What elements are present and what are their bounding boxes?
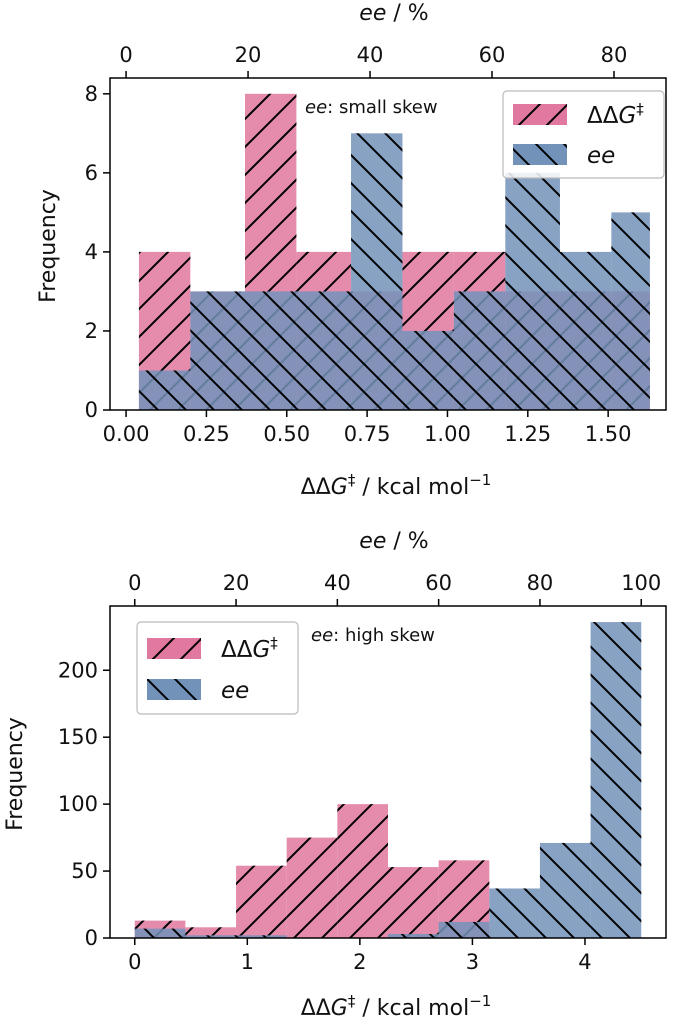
x-tick-label-1: 1 <box>241 950 254 974</box>
top-x-axis-label: ee / % <box>359 529 428 554</box>
top-tick-label-3: 60 <box>425 571 452 595</box>
y-tick-label-1: 50 <box>71 859 98 883</box>
legend-label-ee: ee <box>587 143 615 169</box>
top-tick-label-2: 40 <box>357 43 384 67</box>
top-tick-label-0: 0 <box>128 571 141 595</box>
skew-annotation: ee: small skew <box>305 97 438 118</box>
y-tick-label-2: 4 <box>85 240 98 264</box>
skew-annotation: ee: high skew <box>311 625 435 646</box>
y-tick-label-3: 150 <box>58 725 98 749</box>
legend-swatch-ee-hatch <box>147 679 201 700</box>
legend-label-ee: ee <box>221 678 249 704</box>
bar-hatch-series-0-bin-1 <box>185 927 237 938</box>
legend-label-ddg: ΔΔG‡ <box>221 634 278 663</box>
y-tick-label-0: 0 <box>85 398 98 422</box>
top-tick-label-2: 40 <box>324 571 351 595</box>
top-tick-label-4: 80 <box>527 571 554 595</box>
x-tick-label-3: 0.75 <box>344 422 391 446</box>
top-tick-label-0: 0 <box>119 43 132 67</box>
bar-hatch-series-1-bin-0 <box>134 928 186 938</box>
y-tick-label-3: 6 <box>85 161 98 185</box>
legend: ΔΔG‡ ee <box>136 621 299 715</box>
bar-hatch-series-1-bin-2 <box>236 935 287 938</box>
bar-hatch-series-0-bin-4 <box>337 804 388 938</box>
bar-hatch-series-1-bin-2 <box>244 291 297 410</box>
y-axis-label: Frequency <box>3 717 28 831</box>
top-tick-label-3: 60 <box>479 43 506 67</box>
x-tick-label-2: 2 <box>353 950 366 974</box>
x-tick-label-4: 1.00 <box>424 422 471 446</box>
bar-hatch-series-0-bin-2 <box>236 865 287 938</box>
bar-hatch-series-1-bin-0 <box>138 370 191 410</box>
legend-swatch-ddg-hatch <box>147 638 201 659</box>
bar-hatch-series-1-bin-9 <box>611 212 650 410</box>
top-x-axis-label: ee / % <box>359 1 428 26</box>
y-tick-label-4: 200 <box>58 658 98 682</box>
legend-swatch-ddg-hatch <box>513 104 567 125</box>
x-tick-label-2: 0.50 <box>263 422 310 446</box>
top-tick-label-5: 100 <box>621 571 661 595</box>
bar-hatch-series-0-bin-5 <box>388 867 439 938</box>
x-tick-label-4: 4 <box>578 950 591 974</box>
bar-hatch-series-1-bin-1 <box>185 935 237 938</box>
y-tick-label-1: 2 <box>85 319 98 343</box>
y-tick-label-0: 0 <box>85 926 98 950</box>
bar-hatch-series-1-bin-8 <box>559 251 612 410</box>
x-tick-label-0: 0 <box>128 950 141 974</box>
bar-hatch-series-1-bin-6 <box>438 921 490 938</box>
y-axis-label: Frequency <box>36 189 61 303</box>
bar-hatch-series-1-bin-6 <box>453 291 506 410</box>
bar-hatch-series-1-bin-7 <box>505 172 560 410</box>
bar-hatch-series-1-bin-1 <box>190 291 245 410</box>
plot-frame <box>109 605 667 939</box>
legend: ΔΔG‡ ee <box>502 90 665 179</box>
top-tick-label-1: 20 <box>223 571 250 595</box>
top-tick-label-1: 20 <box>235 43 262 67</box>
x-tick-label-1: 0.25 <box>183 422 230 446</box>
x-tick-label-3: 3 <box>466 950 479 974</box>
y-tick-label-2: 100 <box>58 792 98 816</box>
x-tick-label-0: 0.00 <box>103 422 150 446</box>
x-axis-label: ΔΔG‡ / kcal mol−1 <box>301 992 492 1021</box>
x-tick-label-6: 1.50 <box>585 422 632 446</box>
plot-frame <box>109 77 667 411</box>
bar-hatch-series-1-bin-4 <box>351 133 403 410</box>
bar-hatch-series-1-bin-5 <box>388 933 439 938</box>
legend-label-ddg: ΔΔG‡ <box>587 100 644 129</box>
legend-swatch-ee-hatch <box>513 144 567 165</box>
y-tick-label-4: 8 <box>85 82 98 106</box>
bar-hatch-series-1-bin-3 <box>296 291 352 410</box>
bar-hatch-series-1-bin-7 <box>489 888 540 938</box>
bar-hatch-series-0-bin-3 <box>286 837 338 938</box>
bar-hatch-series-1-bin-8 <box>539 842 591 938</box>
bar-hatch-series-1-bin-9 <box>590 622 642 938</box>
bar-hatch-series-1-bin-5 <box>402 330 454 410</box>
top-tick-label-4: 80 <box>601 43 628 67</box>
x-axis-label: ΔΔG‡ / kcal mol−1 <box>301 471 492 500</box>
x-tick-label-5: 1.25 <box>504 422 551 446</box>
